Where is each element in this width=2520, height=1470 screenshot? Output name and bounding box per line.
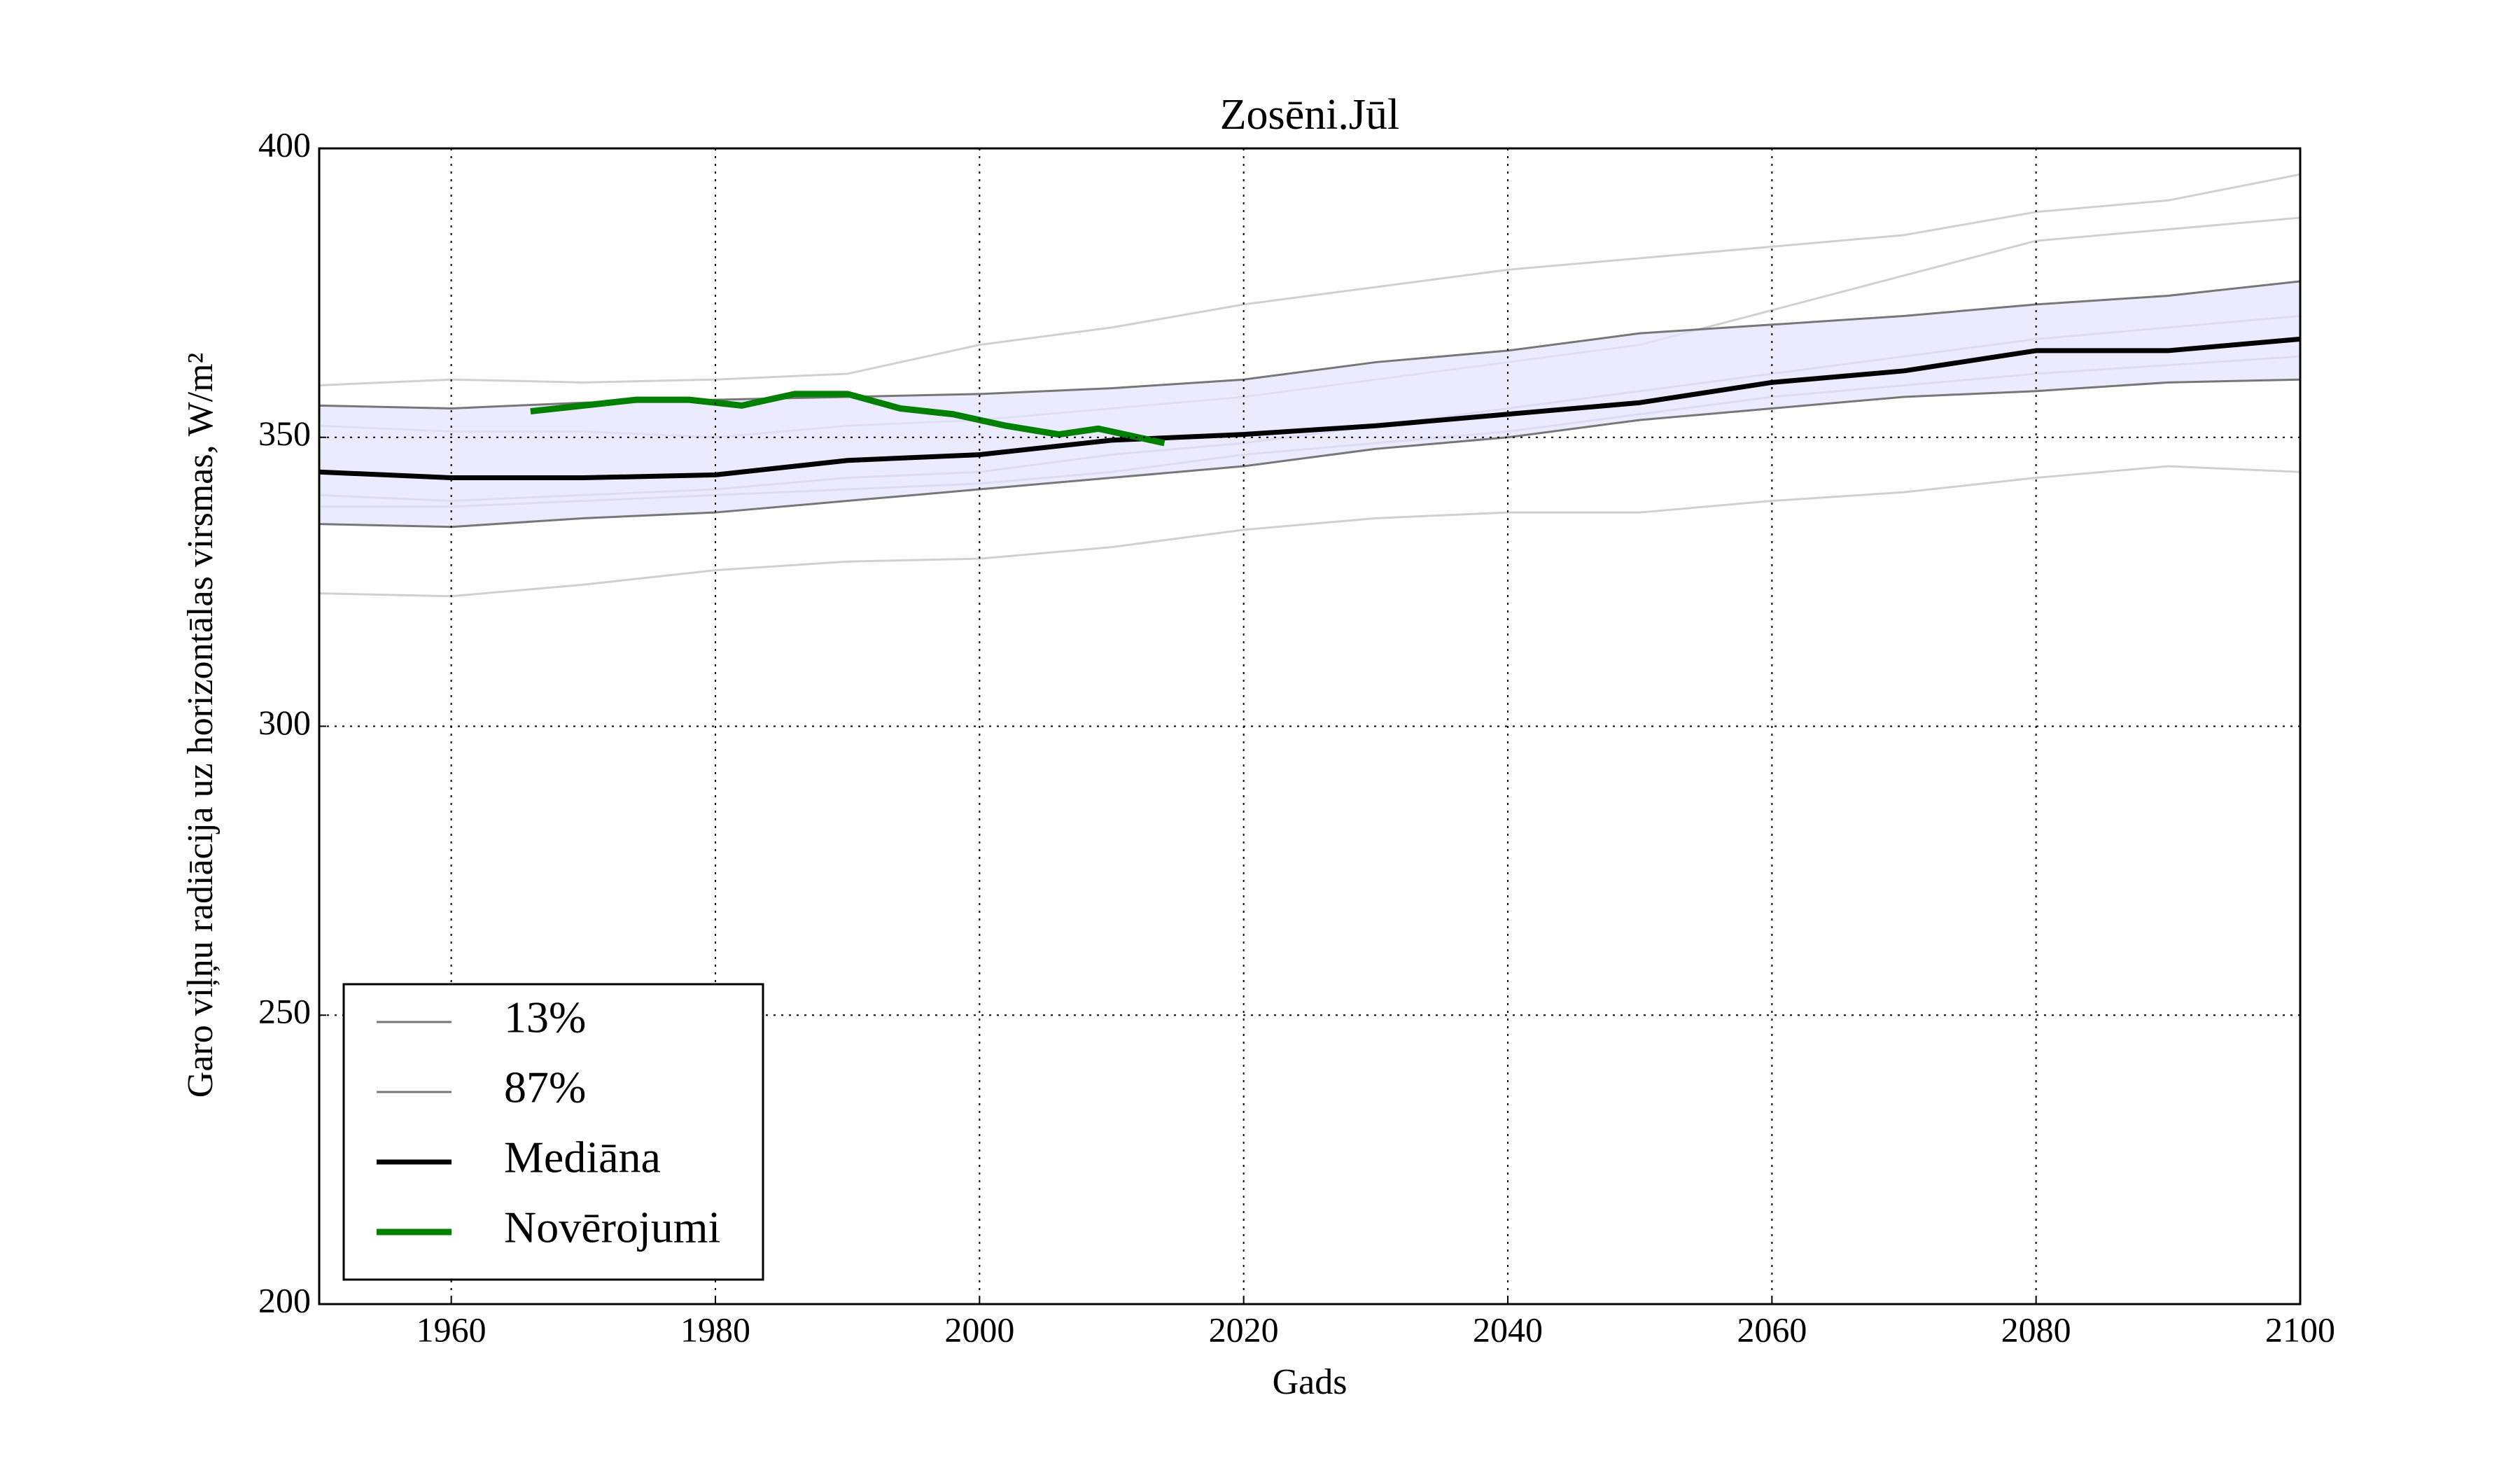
series-line: [530, 391, 1166, 447]
legend-label: Novērojumi: [504, 1203, 720, 1252]
x-tick-label: 2020: [1209, 1310, 1279, 1349]
series-line: [318, 336, 2301, 481]
x-tick-label: 1980: [680, 1310, 750, 1349]
y-tick-label: 350: [258, 414, 311, 453]
y-tick-label: 250: [258, 992, 311, 1031]
legend-label: Mediāna: [504, 1133, 661, 1182]
series-line: [318, 378, 2301, 528]
x-tick-label: 1960: [416, 1310, 486, 1349]
x-tick-label: 2000: [944, 1310, 1014, 1349]
x-tick-label: 2100: [2265, 1310, 2335, 1349]
x-axis-label: Gads: [1273, 1362, 1348, 1402]
series-line: [318, 173, 2301, 386]
chart-title: Zosēni.Jūl: [1220, 91, 1400, 139]
plot-frame: [318, 147, 2302, 1306]
series-line: [318, 465, 2301, 598]
x-tick-label: 2040: [1473, 1310, 1543, 1349]
y-axis-label: Garo viļņu radiācija uz horizontālas vir…: [181, 353, 220, 1098]
legend-label: 87%: [504, 1063, 586, 1112]
x-tick-label: 2080: [2001, 1310, 2071, 1349]
x-tick-label: 2060: [1737, 1310, 1807, 1349]
y-tick-label: 400: [258, 125, 311, 164]
y-tick-label: 200: [258, 1280, 311, 1320]
y-tick-label: 300: [258, 703, 311, 742]
legend-label: 13%: [504, 993, 586, 1042]
